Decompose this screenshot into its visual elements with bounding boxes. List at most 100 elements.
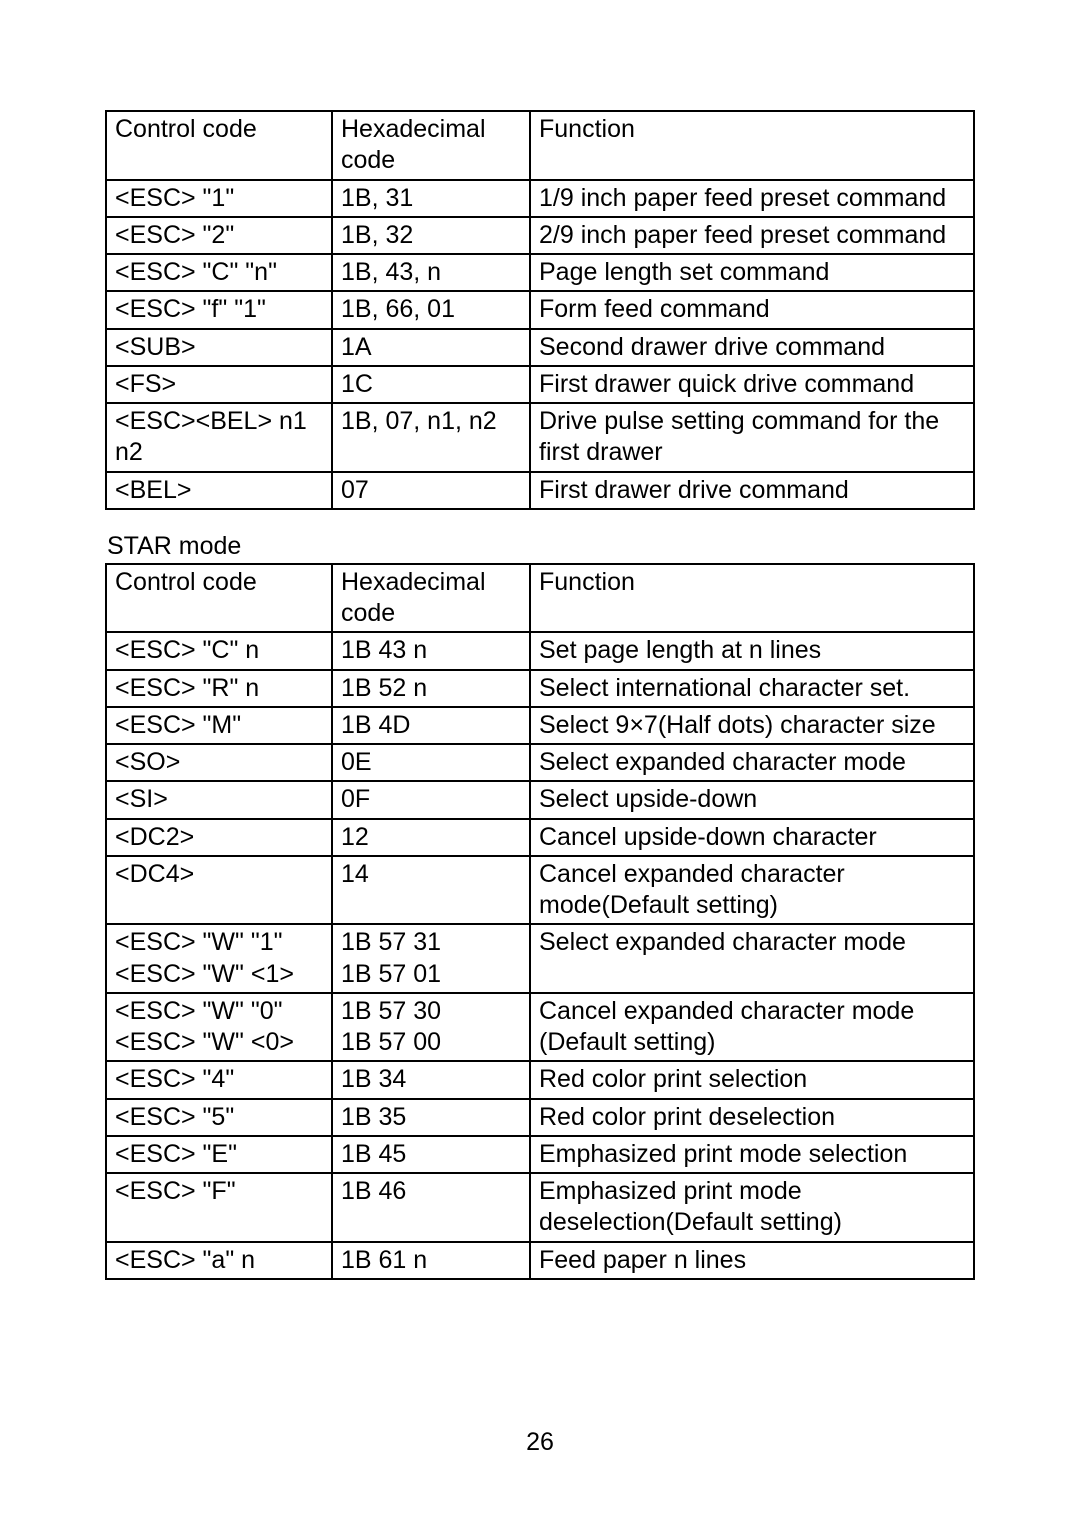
cell-control-code: <ESC> "5" xyxy=(106,1099,332,1136)
cell-function: Set page length at n lines xyxy=(530,632,974,669)
table-row: <SUB> 1A Second drawer drive command xyxy=(106,329,974,366)
table-row: <ESC> "C" "n" 1B, 43, n Page length set … xyxy=(106,254,974,291)
table-row: <SO> 0E Select expanded character mode xyxy=(106,744,974,781)
cell-hex: 1B 61 n xyxy=(332,1242,530,1279)
table-row: <ESC> "1" 1B, 31 1/9 inch paper feed pre… xyxy=(106,180,974,217)
table-row: <ESC> "E" 1B 45 Emphasized print mode se… xyxy=(106,1136,974,1173)
cell-control-code: <ESC> "F" xyxy=(106,1173,332,1242)
cell-control-code: <ESC> "f" "1" xyxy=(106,291,332,328)
table-row: <ESC> "5" 1B 35 Red color print deselect… xyxy=(106,1099,974,1136)
cell-control-code: <ESC> "4" xyxy=(106,1061,332,1098)
cell-function: Form feed command xyxy=(530,291,974,328)
table-header-row: Control code Hexadecimal code Function xyxy=(106,111,974,180)
col-header-control-code: Control code xyxy=(106,111,332,180)
cell-control-code: <ESC> "W" "0"<ESC> "W" <0> xyxy=(106,993,332,1062)
cell-function: Drive pulse setting command for the firs… xyxy=(530,403,974,472)
cell-hex: 1A xyxy=(332,329,530,366)
cell-function: Select 9×7(Half dots) character size xyxy=(530,707,974,744)
cell-hex: 1B 35 xyxy=(332,1099,530,1136)
table-row: <ESC> "F" 1B 46 Emphasized print mode de… xyxy=(106,1173,974,1242)
col-header-function: Function xyxy=(530,564,974,633)
cell-function: 2/9 inch paper feed preset command xyxy=(530,217,974,254)
cell-function: Cancel expanded character mode (Default … xyxy=(530,993,974,1062)
col-header-control-code: Control code xyxy=(106,564,332,633)
page-number: 26 xyxy=(0,1428,1080,1457)
cell-control-code: <ESC><BEL> n1 n2 xyxy=(106,403,332,472)
table-row: <ESC> "a" n 1B 61 n Feed paper n lines xyxy=(106,1242,974,1279)
cell-function: Cancel upside-down character xyxy=(530,819,974,856)
table-row: <ESC> "W" "0"<ESC> "W" <0> 1B 57 301B 57… xyxy=(106,993,974,1062)
cell-control-code: <ESC> "W" "1"<ESC> "W" <1> xyxy=(106,924,332,993)
page: Control code Hexadecimal code Function <… xyxy=(0,0,1080,1529)
cell-hex: 0E xyxy=(332,744,530,781)
cell-function: 1/9 inch paper feed preset command xyxy=(530,180,974,217)
cell-function: Emphasized print mode selection xyxy=(530,1136,974,1173)
cell-control-code: <ESC> "2" xyxy=(106,217,332,254)
cell-function: Select expanded character mode xyxy=(530,744,974,781)
cell-control-code: <SI> xyxy=(106,781,332,818)
cell-control-code: <ESC> "a" n xyxy=(106,1242,332,1279)
cell-function: Select international character set. xyxy=(530,670,974,707)
cell-control-code: <ESC> "E" xyxy=(106,1136,332,1173)
col-header-function: Function xyxy=(530,111,974,180)
table-control-codes-1: Control code Hexadecimal code Function <… xyxy=(105,110,975,510)
cell-function: Red color print selection xyxy=(530,1061,974,1098)
cell-hex: 1B 46 xyxy=(332,1173,530,1242)
cell-function: First drawer quick drive command xyxy=(530,366,974,403)
cell-hex: 14 xyxy=(332,856,530,925)
cell-hex: 1B 45 xyxy=(332,1136,530,1173)
cell-hex: 1B, 66, 01 xyxy=(332,291,530,328)
cell-control-code: <ESC> "R" n xyxy=(106,670,332,707)
table-row: <ESC> "f" "1" 1B, 66, 01 Form feed comma… xyxy=(106,291,974,328)
table-row: <DC2> 12 Cancel upside-down character xyxy=(106,819,974,856)
cell-hex: 1B 57 311B 57 01 xyxy=(332,924,530,993)
col-header-hex: Hexadecimal code xyxy=(332,111,530,180)
cell-hex: 1C xyxy=(332,366,530,403)
cell-hex: 1B, 07, n1, n2 xyxy=(332,403,530,472)
cell-control-code: <FS> xyxy=(106,366,332,403)
cell-function: Feed paper n lines xyxy=(530,1242,974,1279)
cell-function: Second drawer drive command xyxy=(530,329,974,366)
table-control-codes-2: Control code Hexadecimal code Function <… xyxy=(105,563,975,1280)
cell-function: Cancel expanded character mode(Default s… xyxy=(530,856,974,925)
table-row: <FS> 1C First drawer quick drive command xyxy=(106,366,974,403)
cell-control-code: <SO> xyxy=(106,744,332,781)
cell-hex: 1B 34 xyxy=(332,1061,530,1098)
cell-function: Select upside-down xyxy=(530,781,974,818)
cell-hex: 07 xyxy=(332,472,530,509)
table-row: <DC4> 14 Cancel expanded character mode(… xyxy=(106,856,974,925)
cell-hex: 1B, 43, n xyxy=(332,254,530,291)
cell-hex: 1B 57 301B 57 00 xyxy=(332,993,530,1062)
table-row: <SI> 0F Select upside-down xyxy=(106,781,974,818)
cell-control-code: <ESC> "M" xyxy=(106,707,332,744)
cell-function: Red color print deselection xyxy=(530,1099,974,1136)
cell-hex: 12 xyxy=(332,819,530,856)
table-row: <BEL> 07 First drawer drive command xyxy=(106,472,974,509)
cell-control-code: <ESC> "1" xyxy=(106,180,332,217)
cell-function: First drawer drive command xyxy=(530,472,974,509)
table-header-row: Control code Hexadecimal code Function xyxy=(106,564,974,633)
cell-hex: 1B, 31 xyxy=(332,180,530,217)
table-row: <ESC> "R" n 1B 52 n Select international… xyxy=(106,670,974,707)
table-row: <ESC> "4" 1B 34 Red color print selectio… xyxy=(106,1061,974,1098)
cell-control-code: <DC4> xyxy=(106,856,332,925)
table-row: <ESC> "2" 1B, 32 2/9 inch paper feed pre… xyxy=(106,217,974,254)
cell-function: Select expanded character mode xyxy=(530,924,974,993)
cell-function: Emphasized print mode deselection(Defaul… xyxy=(530,1173,974,1242)
cell-hex: 1B, 32 xyxy=(332,217,530,254)
table-row: <ESC> "M" 1B 4D Select 9×7(Half dots) ch… xyxy=(106,707,974,744)
col-header-hex: Hexadecimal code xyxy=(332,564,530,633)
cell-control-code: <SUB> xyxy=(106,329,332,366)
table-row: <ESC> "W" "1"<ESC> "W" <1> 1B 57 311B 57… xyxy=(106,924,974,993)
cell-hex: 1B 52 n xyxy=(332,670,530,707)
section-label-star-mode: STAR mode xyxy=(105,532,975,561)
cell-hex: 1B 43 n xyxy=(332,632,530,669)
cell-control-code: <ESC> "C" "n" xyxy=(106,254,332,291)
cell-control-code: <DC2> xyxy=(106,819,332,856)
cell-control-code: <ESC> "C" n xyxy=(106,632,332,669)
cell-hex: 1B 4D xyxy=(332,707,530,744)
cell-function: Page length set command xyxy=(530,254,974,291)
cell-hex: 0F xyxy=(332,781,530,818)
table-row: <ESC><BEL> n1 n2 1B, 07, n1, n2 Drive pu… xyxy=(106,403,974,472)
table-row: <ESC> "C" n 1B 43 n Set page length at n… xyxy=(106,632,974,669)
